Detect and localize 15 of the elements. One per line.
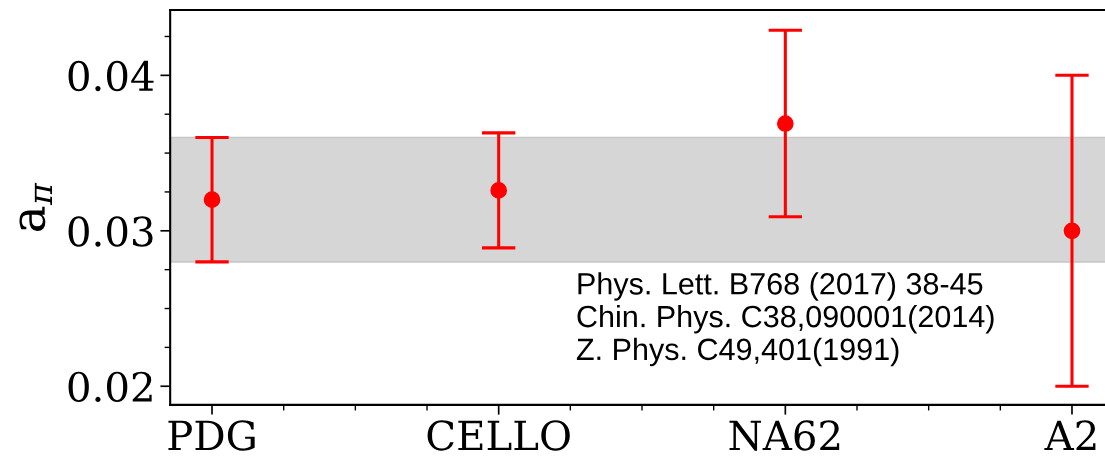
y-tick-label: 0.02 [68,371,152,403]
x-tick-label: A2 [1044,420,1096,451]
y-tick-label: 0.03 [68,216,153,247]
annotation: Chin. Phys. C38,090001(2014) [577,304,994,334]
annotation: Phys. Lett. B768 (2017) 38-45 [578,272,983,301]
point [1063,222,1081,240]
point [203,191,221,209]
point [490,182,508,199]
x-tick-label: PDG [168,420,255,451]
y-tick-label: 0.04 [68,60,154,92]
x-tick-label: CELLO [427,420,570,451]
annotation: Z. Phys. C49,401(1991) [576,337,899,367]
point [776,115,794,132]
x-tick-label: NA62 [729,420,840,451]
y-axis-title: a$_{π}$ [19,182,53,232]
